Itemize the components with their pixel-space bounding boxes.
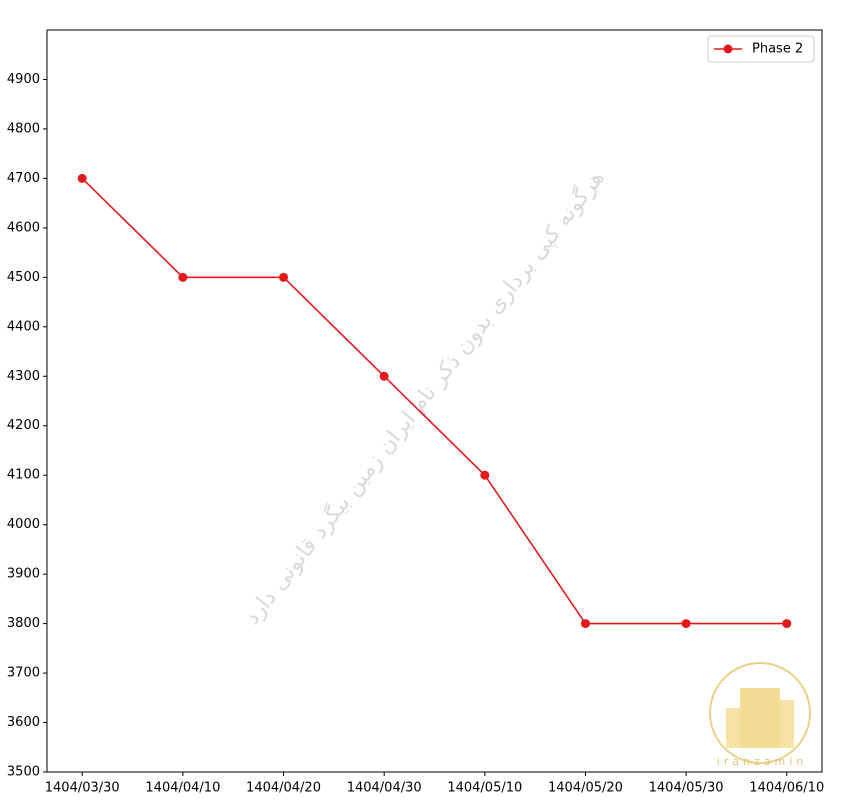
plot-frame	[46, 29, 823, 773]
data-point	[379, 371, 389, 381]
logo-ring	[709, 662, 811, 764]
data-point	[279, 272, 289, 282]
logo-building	[740, 688, 780, 748]
y-tick-label: 3800	[7, 616, 40, 631]
y-tick-label: 4200	[7, 418, 40, 433]
x-tick-label: 1404/04/10	[145, 781, 220, 796]
y-tick-label: 4100	[7, 468, 40, 483]
legend-label: Phase 2	[752, 42, 803, 57]
x-tick-label: 1404/05/10	[447, 781, 522, 796]
series-line	[81, 177, 787, 625]
x-tick-label: 1404/04/20	[246, 781, 321, 796]
data-point	[178, 272, 188, 282]
y-tick-label: 4300	[7, 369, 40, 384]
logo-text: iranzamin	[717, 755, 808, 768]
watermark: هرگونه کپی برداری بدون ذکر نام ایران زمی…	[239, 165, 610, 629]
x-tick-label: 1404/05/20	[548, 781, 623, 796]
y-tick-label: 4000	[7, 517, 40, 532]
data-point	[681, 619, 691, 629]
x-tick-label: 1404/04/30	[347, 781, 422, 796]
logo-building	[780, 700, 794, 748]
y-tick-label: 4700	[7, 171, 40, 186]
y-tick-label: 4500	[7, 270, 40, 285]
logo: iranzamin	[709, 662, 811, 768]
logo-building	[726, 708, 740, 748]
y-tick-label: 3500	[7, 765, 40, 780]
x-tick-label: 1404/06/10	[749, 781, 824, 796]
y-tick-label: 4800	[7, 121, 40, 136]
y-tick-label: 3600	[7, 715, 40, 730]
x-tick-label: 1404/03/30	[45, 781, 120, 796]
y-tick-label: 4600	[7, 220, 40, 235]
y-tick-label: 3900	[7, 567, 40, 582]
y-tick-label: 4400	[7, 319, 40, 334]
legend-box	[707, 35, 815, 63]
y-tick-label: 4900	[7, 72, 40, 87]
y-tick-label: 3700	[7, 666, 40, 681]
legend-marker	[723, 44, 733, 54]
data-point	[782, 619, 792, 629]
x-tick-label: 1404/05/30	[649, 781, 724, 796]
data-point	[77, 173, 87, 183]
data-point	[480, 470, 490, 480]
data-point	[580, 619, 590, 629]
